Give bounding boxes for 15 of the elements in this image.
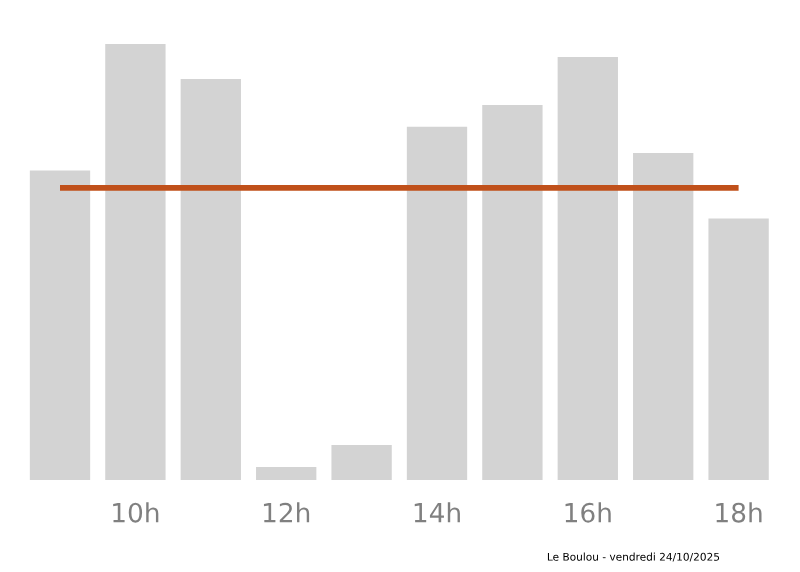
x-tick-label: 18h xyxy=(716,502,762,523)
bar xyxy=(482,105,543,480)
bar xyxy=(406,126,468,480)
bar xyxy=(105,44,166,480)
bar xyxy=(29,170,91,480)
x-tick-label: 14h xyxy=(414,502,460,523)
x-tick-label: 10h xyxy=(113,502,159,523)
bar xyxy=(633,153,694,480)
bar xyxy=(708,218,769,480)
x-tick-label: 12h xyxy=(263,502,310,523)
bar xyxy=(256,466,317,480)
x-tick-label: 16h xyxy=(565,502,611,523)
bar xyxy=(557,57,618,480)
bar xyxy=(331,445,392,480)
bar xyxy=(180,78,241,480)
